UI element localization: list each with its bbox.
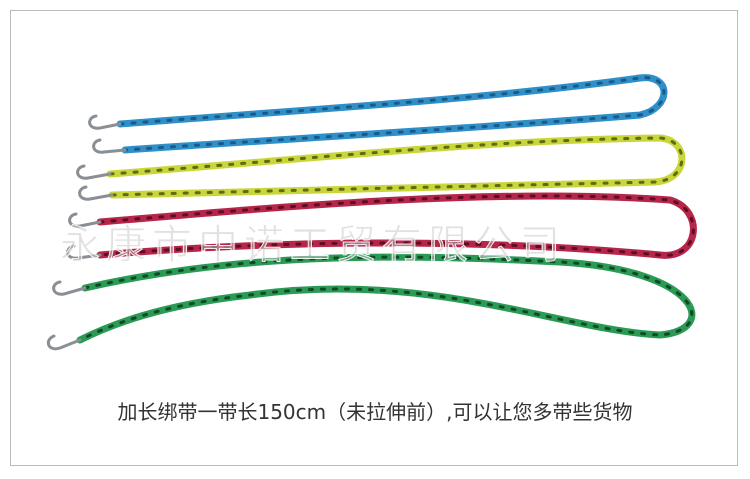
frame [10, 10, 738, 466]
caption: 加长绑带一带长150cm（未拉伸前）,可以让您多带些货物 [117, 400, 633, 424]
watermark: 永康市中诺工贸有限公司 [60, 222, 566, 269]
